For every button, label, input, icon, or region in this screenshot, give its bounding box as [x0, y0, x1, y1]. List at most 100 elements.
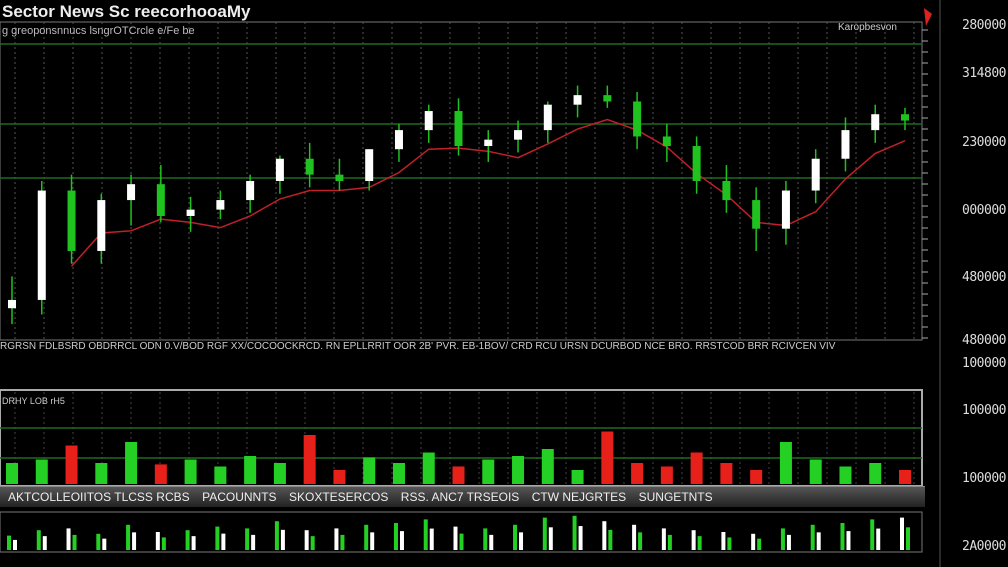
- volume-bar: [541, 449, 554, 484]
- menu-item[interactable]: RSS. ANC7 TRSEOIS: [400, 490, 520, 504]
- candle-body: [186, 209, 195, 216]
- menu-item[interactable]: SUNGETNTS: [638, 490, 713, 504]
- candle-body: [871, 114, 880, 131]
- chart-subtitle: g greoponsnnucs lsngrOTCrcle e/Fe be: [2, 25, 195, 37]
- candle-body: [156, 184, 165, 216]
- candle-body: [901, 114, 909, 121]
- volume-bar: [482, 459, 495, 484]
- lower-volume-bar: [429, 528, 434, 550]
- candle-body: [365, 149, 374, 181]
- volume-bar: [512, 456, 525, 484]
- price-axis-label: 000000: [962, 203, 1006, 218]
- candle-body: [543, 104, 552, 131]
- volume-bar: [303, 435, 316, 484]
- lower-volume-bar: [632, 524, 637, 550]
- volume-bar: [35, 459, 48, 484]
- lower-volume-bar: [697, 536, 702, 550]
- candle-body: [692, 146, 701, 181]
- lower-volume-bar: [691, 530, 696, 550]
- chart-title: Sector News Sc reecorhooaMy: [2, 2, 251, 21]
- lower-volume-bar: [7, 535, 11, 550]
- candle-body: [752, 200, 761, 229]
- lower-volume-bar: [185, 530, 190, 550]
- candle-body: [424, 111, 433, 131]
- volume-bar: [839, 466, 852, 484]
- volume-bar: [452, 466, 465, 484]
- candle-body: [484, 139, 493, 147]
- lower-volume-bar: [542, 517, 547, 550]
- lower-volume-bar: [548, 527, 553, 550]
- volume-bar: [750, 470, 763, 484]
- volume-bar: [392, 463, 405, 484]
- lower-volume-bar: [840, 523, 845, 550]
- lower-volume-bar: [96, 533, 101, 550]
- candle-body: [37, 190, 46, 300]
- volume-axis-label: 100000: [962, 471, 1006, 486]
- lower-volume-bar: [810, 524, 815, 550]
- volume-bar: [273, 463, 286, 484]
- volume-bar: [95, 463, 108, 484]
- lower-volume-bar: [513, 524, 518, 550]
- volume-bar: [720, 463, 733, 484]
- lower-volume-bar: [751, 533, 756, 550]
- lower-volume-bar: [13, 539, 17, 550]
- lower-volume-bar: [519, 532, 524, 550]
- lower-volume-bar: [280, 529, 285, 550]
- candle-body: [514, 130, 523, 140]
- volume-bar: [125, 442, 138, 484]
- volume-bar: [363, 457, 376, 484]
- candle-body: [603, 95, 612, 102]
- candle-body: [335, 174, 344, 181]
- lower-volume-bar: [661, 528, 666, 550]
- lower-volume-bar: [727, 537, 732, 550]
- volume-bar: [869, 463, 882, 484]
- lower-volume-bar: [489, 534, 494, 550]
- volume-bar: [65, 445, 78, 484]
- candle-body: [8, 299, 16, 309]
- candle-body: [722, 181, 731, 201]
- candle-body: [127, 184, 136, 201]
- lower-volume-bar: [364, 524, 369, 550]
- volume-bar: [809, 459, 822, 484]
- lower-volume-bar: [483, 528, 488, 550]
- candle-body: [275, 158, 284, 181]
- lower-volume-bar: [36, 530, 41, 550]
- menu-item[interactable]: SKOXTESERCOS: [288, 490, 389, 504]
- candle-body: [97, 200, 106, 251]
- volume-bar: [571, 470, 584, 484]
- candle-body: [216, 200, 225, 210]
- menu-item[interactable]: CTW NEJGRTES: [531, 490, 627, 504]
- candle-body: [811, 158, 820, 191]
- menu-bar: AKTCOLLEOIITOS TLCSS RCBS PACOUNNTS SKOX…: [0, 486, 925, 507]
- lower-volume-bar: [638, 532, 643, 550]
- candle-body: [573, 95, 582, 105]
- lower-volume-bar: [42, 536, 47, 550]
- lower-volume-bar: [578, 526, 583, 550]
- menu-item[interactable]: PACOUNNTS: [202, 490, 277, 504]
- lower-volume-bar: [334, 528, 339, 550]
- volume-bar: [899, 470, 911, 484]
- lower-volume-bar: [215, 526, 220, 550]
- date-axis-labels: RGRSN FDLBSRD OBDRRCL ODN 0.V/BOD RGF XX…: [0, 341, 836, 352]
- lower-volume-bar: [721, 532, 726, 550]
- lower-volume-bar: [72, 534, 77, 550]
- candle-body: [841, 130, 850, 159]
- indicator-label: Karopbesvon: [838, 22, 897, 33]
- volume-bar: [333, 470, 346, 484]
- lower-volume-bar: [757, 538, 762, 550]
- alert-marker-icon: [924, 8, 932, 26]
- menu-item[interactable]: AKTCOLLEOIITOS TLCSS RCBS: [8, 490, 190, 504]
- price-axis-label: 280000: [962, 18, 1006, 33]
- price-axis-label: 480000: [962, 270, 1006, 285]
- lower-volume-bar: [161, 537, 166, 550]
- volume-bar: [631, 463, 644, 484]
- lower-volume-bar: [572, 515, 577, 550]
- volume-bar: [6, 463, 18, 484]
- volume-bar: [660, 466, 673, 484]
- candle-body: [67, 190, 76, 251]
- candle-body: [781, 190, 790, 229]
- lower-volume-bar: [870, 519, 875, 550]
- lower-volume-bar: [304, 530, 309, 550]
- candle-body: [454, 111, 463, 147]
